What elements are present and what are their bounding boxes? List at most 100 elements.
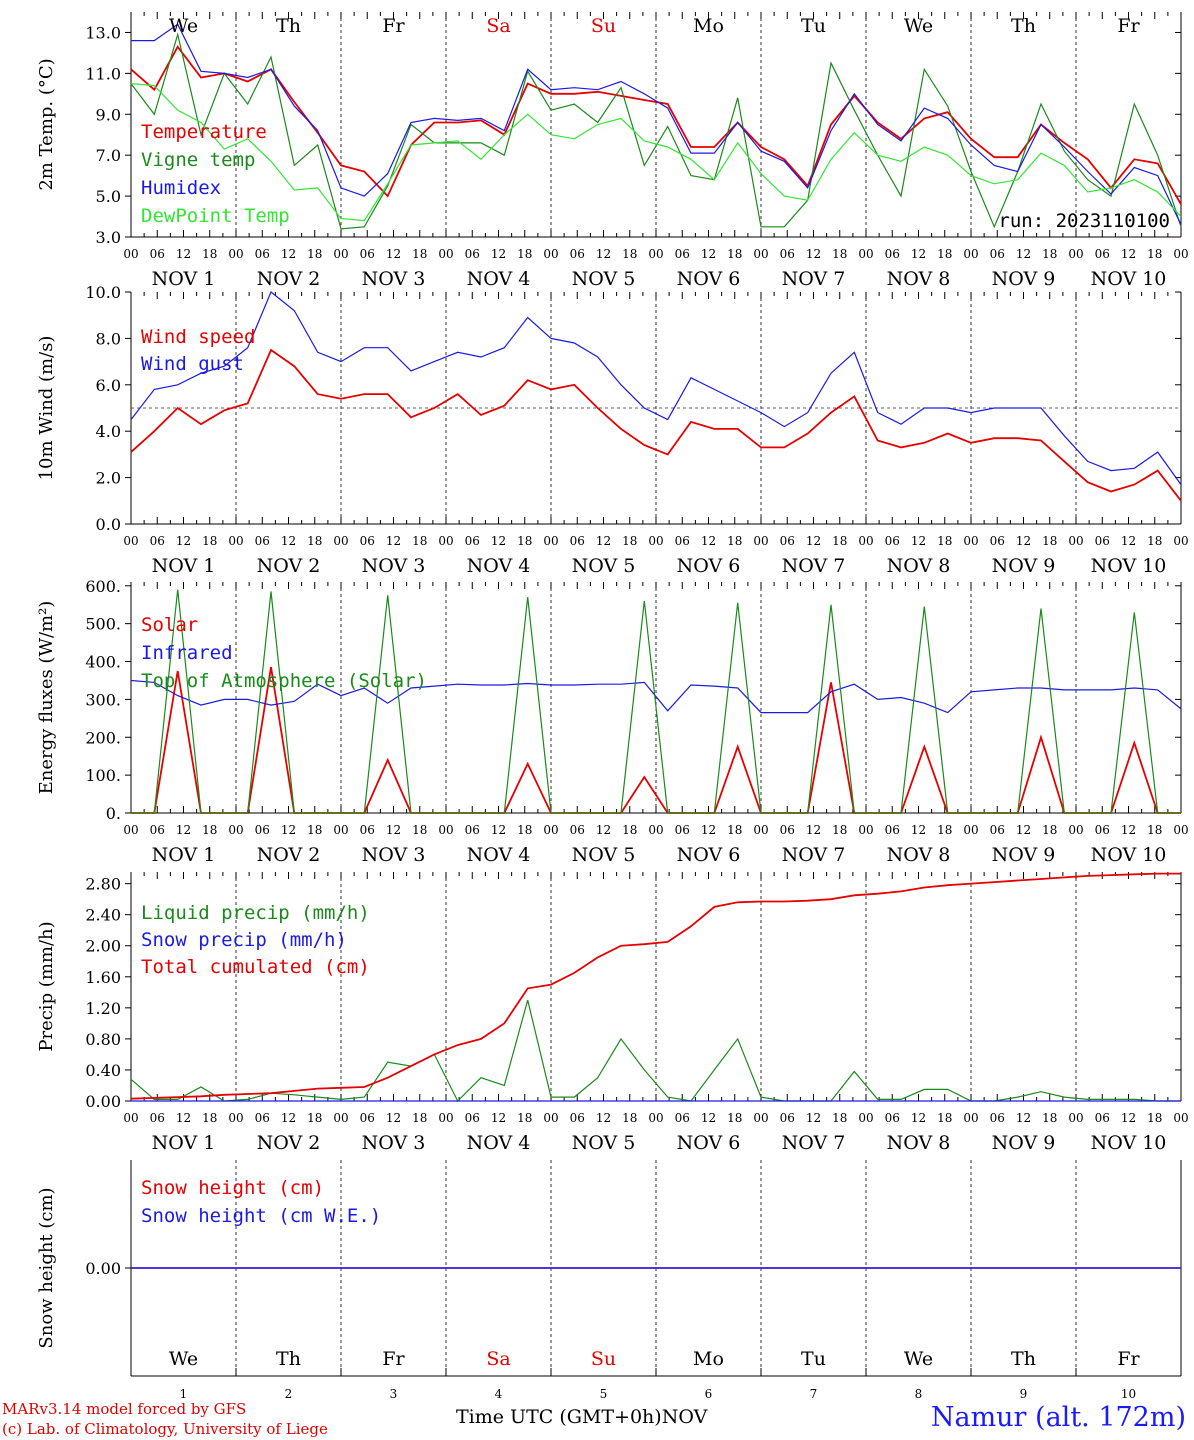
hour-tick-label: 18 [517, 534, 532, 548]
hour-tick-label: 06 [1095, 823, 1110, 837]
legend-liquid-precip-mm-h: Liquid precip (mm/h) [141, 902, 370, 924]
hour-tick-label: 12 [911, 1111, 926, 1125]
date-label: NOV 9 [992, 268, 1056, 290]
y-tick-label: 2.80 [85, 875, 121, 894]
hour-tick-label: 00 [753, 1111, 768, 1125]
date-label: NOV 6 [677, 268, 741, 290]
y-tick-label: 1.20 [85, 999, 121, 1018]
hour-tick-label: 06 [150, 247, 165, 261]
day-name-label: Mo [693, 1348, 724, 1370]
hour-tick-label: 18 [727, 247, 742, 261]
hour-tick-label: 18 [1042, 247, 1057, 261]
date-label: NOV 8 [887, 1132, 951, 1154]
hour-tick-label: 18 [1147, 247, 1162, 261]
day-name-label: Sa [486, 1348, 510, 1370]
day-number-label: 2 [285, 1387, 293, 1401]
hour-tick-label: 06 [885, 1111, 900, 1125]
y-tick-label: 3.0 [96, 228, 121, 247]
panel-4: 0.00 0.40 0.80 1.20 1.60 2.00 2.40 2.80 Precip (… [36, 872, 1189, 1154]
hour-tick-label: 00 [333, 534, 348, 548]
y-tick-label: 6.0 [96, 376, 121, 395]
hour-tick-label: 00 [228, 823, 243, 837]
day-name-label: Sa [486, 15, 510, 37]
hour-tick-label: 00 [1173, 1111, 1188, 1125]
hour-tick-label: 06 [885, 534, 900, 548]
y-tick-label: 2.40 [85, 906, 121, 925]
date-label: NOV 3 [362, 555, 426, 577]
hour-tick-label: 18 [307, 1111, 322, 1125]
hour-tick-label: 00 [753, 823, 768, 837]
hour-tick-label: 00 [1173, 823, 1188, 837]
hour-tick-label: 12 [806, 247, 821, 261]
legend-solar: Solar [141, 614, 198, 636]
date-label: NOV 1 [152, 555, 216, 577]
hour-tick-label: 18 [727, 1111, 742, 1125]
hour-tick-label: 12 [806, 823, 821, 837]
hour-tick-label: 18 [937, 823, 952, 837]
legend-total-cumulated-cm: Total cumulated (cm) [141, 956, 370, 978]
date-label: NOV 5 [572, 844, 636, 866]
hour-tick-label: 00 [333, 1111, 348, 1125]
date-label: NOV 4 [467, 844, 531, 866]
y-tick-label: 0.0 [96, 515, 121, 534]
y-tick-label: 10.0 [85, 283, 121, 302]
hour-tick-label: 06 [990, 823, 1005, 837]
legend-humidex: Humidex [141, 177, 221, 199]
date-label: NOV 3 [362, 1132, 426, 1154]
hour-tick-label: 06 [360, 247, 375, 261]
run-annotation: run: 2023110100 [998, 210, 1170, 232]
legend-snow-height-cm-w-e: Snow height (cm W.E.) [141, 1205, 381, 1227]
hour-tick-label: 18 [412, 823, 427, 837]
series-line-dewpoint-temp [130, 83, 1182, 222]
y-tick-label: 300. [85, 690, 121, 709]
hour-tick-label: 12 [176, 247, 191, 261]
hour-tick-label: 06 [360, 1111, 375, 1125]
date-label: NOV 7 [782, 268, 846, 290]
date-label: NOV 2 [257, 555, 321, 577]
date-label: NOV 8 [887, 555, 951, 577]
hour-tick-label: 12 [596, 534, 611, 548]
date-label: NOV 6 [677, 1132, 741, 1154]
hour-tick-label: 12 [386, 534, 401, 548]
day-number-label: 4 [495, 1387, 503, 1401]
date-label: NOV 9 [992, 555, 1056, 577]
hour-tick-label: 12 [596, 247, 611, 261]
hour-tick-label: 06 [465, 534, 480, 548]
hour-tick-label: 00 [228, 534, 243, 548]
day-name-label: Mo [693, 15, 724, 37]
hour-tick-label: 00 [858, 247, 873, 261]
y-tick-label: 2.00 [85, 937, 121, 956]
hour-tick-label: 00 [1068, 823, 1083, 837]
y-tick-label: 0. [106, 804, 121, 823]
hour-tick-label: 00 [963, 247, 978, 261]
hour-tick-label: 00 [123, 1111, 138, 1125]
date-label: NOV 4 [467, 1132, 531, 1154]
date-label: NOV 3 [362, 268, 426, 290]
hour-tick-label: 06 [990, 1111, 1005, 1125]
hour-tick-label: 18 [202, 534, 217, 548]
hour-tick-label: 06 [150, 534, 165, 548]
date-label: NOV 3 [362, 844, 426, 866]
model-credit: MARv3.14 model forced by GFS [2, 1400, 247, 1418]
hour-tick-label: 18 [307, 247, 322, 261]
hour-tick-label: 00 [963, 1111, 978, 1125]
hour-tick-label: 12 [1121, 534, 1136, 548]
y-tick-label: 8.0 [96, 329, 121, 348]
hour-tick-label: 06 [570, 247, 585, 261]
y-tick-label: 0.80 [85, 1030, 121, 1049]
hour-tick-label: 06 [675, 247, 690, 261]
day-name-label: Fr [1117, 1348, 1140, 1370]
hour-tick-label: 12 [1121, 247, 1136, 261]
hour-tick-label: 06 [360, 534, 375, 548]
day-name-label: Th [1011, 1348, 1036, 1370]
date-label: NOV 2 [257, 844, 321, 866]
hour-tick-label: 00 [543, 534, 558, 548]
hour-tick-label: 12 [1121, 823, 1136, 837]
hour-tick-label: 00 [648, 247, 663, 261]
date-label: NOV 5 [572, 555, 636, 577]
hour-tick-label: 00 [228, 247, 243, 261]
hour-tick-label: 06 [570, 534, 585, 548]
date-label: NOV 8 [887, 844, 951, 866]
hour-tick-label: 12 [386, 247, 401, 261]
hour-tick-label: 06 [675, 1111, 690, 1125]
